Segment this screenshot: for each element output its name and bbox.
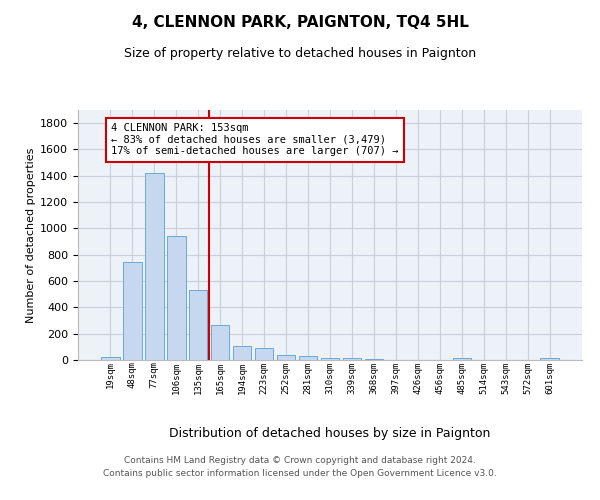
Bar [277,355,295,360]
Bar [299,356,317,360]
Bar [211,325,229,360]
Bar [320,358,340,360]
Text: 4, CLENNON PARK, PAIGNTON, TQ4 5HL: 4, CLENNON PARK, PAIGNTON, TQ4 5HL [131,15,469,30]
Bar [167,236,185,360]
Bar [189,290,208,360]
Text: Distribution of detached houses by size in Paignton: Distribution of detached houses by size … [169,428,491,440]
Bar [255,348,274,360]
Text: 4 CLENNON PARK: 153sqm
← 83% of detached houses are smaller (3,479)
17% of semi-: 4 CLENNON PARK: 153sqm ← 83% of detached… [112,123,399,156]
Bar [343,358,361,360]
Bar [145,172,164,360]
Bar [123,262,142,360]
Bar [101,357,119,360]
Text: Contains HM Land Registry data © Crown copyright and database right 2024.
Contai: Contains HM Land Registry data © Crown c… [103,456,497,477]
Bar [541,358,559,360]
Bar [452,358,471,360]
Y-axis label: Number of detached properties: Number of detached properties [26,148,36,322]
Bar [233,346,251,360]
Text: Size of property relative to detached houses in Paignton: Size of property relative to detached ho… [124,48,476,60]
